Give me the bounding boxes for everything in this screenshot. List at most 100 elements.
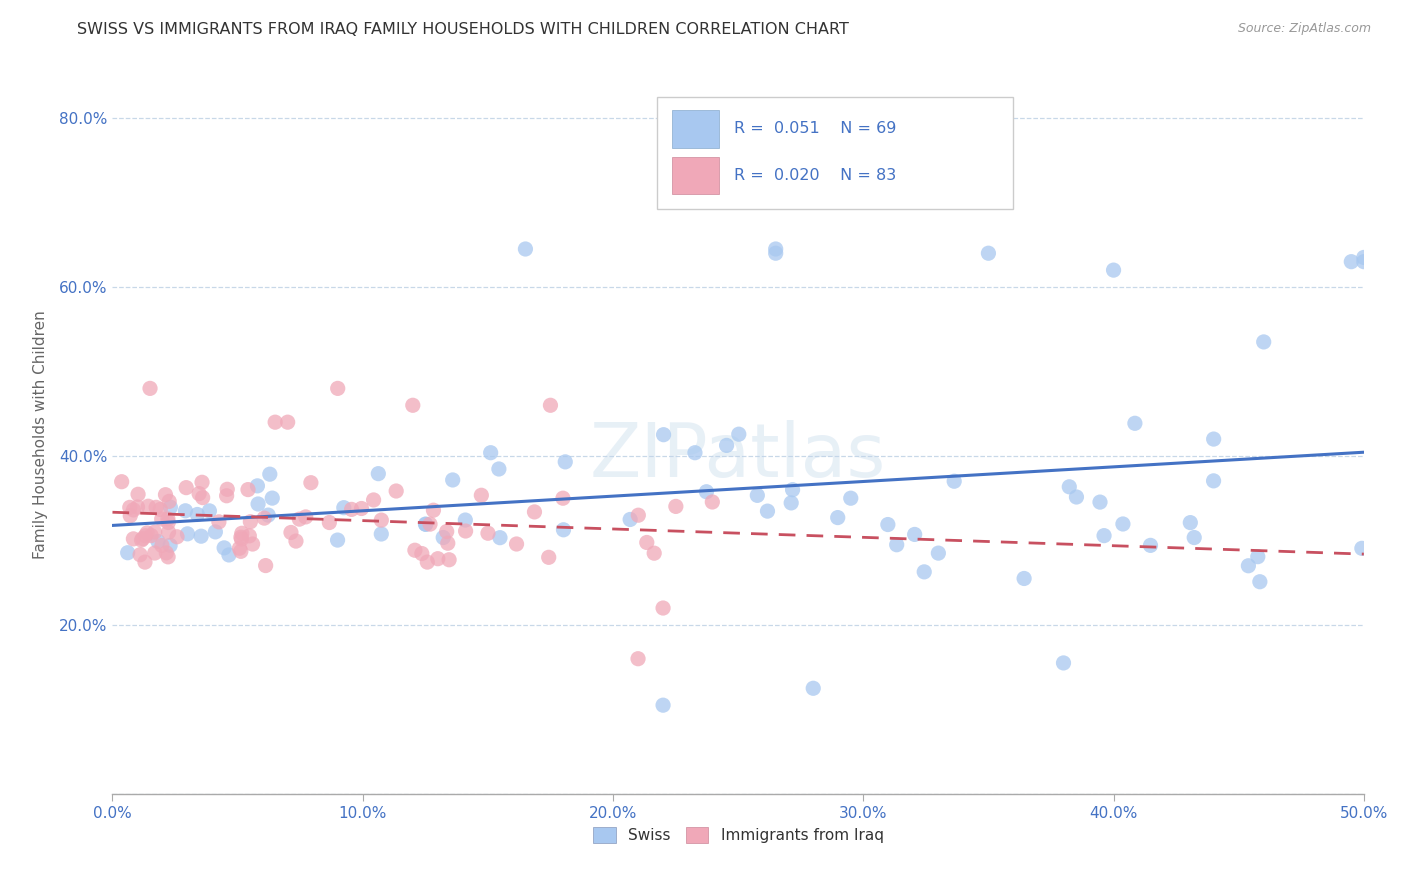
- Point: [340, 502, 363, 516]
- Point: [1092, 528, 1115, 542]
- Point: [1202, 432, 1225, 446]
- Point: [727, 427, 749, 442]
- Point: [262, 491, 284, 505]
- Point: [437, 553, 460, 567]
- Point: [122, 532, 145, 546]
- Point: [747, 488, 769, 502]
- Point: [253, 511, 276, 525]
- Point: [1182, 531, 1205, 545]
- Point: [350, 501, 373, 516]
- Point: [285, 534, 308, 549]
- Point: [436, 536, 458, 550]
- Point: [876, 517, 898, 532]
- Point: [839, 491, 862, 506]
- Point: [208, 515, 231, 529]
- Point: [238, 529, 260, 543]
- Point: [191, 475, 214, 490]
- Point: [1249, 574, 1271, 589]
- Point: [1139, 538, 1161, 552]
- Point: [239, 515, 262, 529]
- Point: [155, 488, 177, 502]
- Point: [333, 500, 356, 515]
- Point: [217, 483, 239, 497]
- FancyBboxPatch shape: [672, 157, 720, 194]
- Point: [174, 481, 197, 495]
- Point: [827, 510, 849, 524]
- Point: [489, 531, 512, 545]
- Point: [1012, 572, 1035, 586]
- FancyBboxPatch shape: [657, 97, 1014, 209]
- Point: [150, 512, 173, 526]
- Point: [299, 475, 322, 490]
- Point: [150, 538, 173, 552]
- Point: [131, 533, 153, 547]
- Point: [505, 537, 527, 551]
- Point: [488, 462, 510, 476]
- Point: [1059, 480, 1081, 494]
- Point: [242, 537, 264, 551]
- Point: [523, 505, 546, 519]
- Point: [129, 548, 152, 562]
- Point: [146, 534, 169, 549]
- Point: [157, 549, 180, 564]
- Point: [326, 381, 349, 395]
- Point: [765, 242, 787, 256]
- Point: [1247, 549, 1270, 564]
- Point: [756, 504, 779, 518]
- Point: [370, 527, 392, 541]
- Point: [156, 512, 179, 526]
- Point: [695, 484, 717, 499]
- Point: [280, 525, 302, 540]
- Point: [120, 508, 142, 523]
- Point: [411, 547, 433, 561]
- Point: [627, 508, 650, 523]
- Point: [1123, 417, 1146, 431]
- Point: [143, 525, 166, 540]
- Y-axis label: Family Households with Children: Family Households with Children: [32, 310, 48, 559]
- Point: [318, 516, 340, 530]
- Point: [198, 504, 221, 518]
- Point: [553, 523, 575, 537]
- Point: [186, 508, 208, 522]
- Point: [157, 516, 180, 530]
- Point: [912, 565, 935, 579]
- Point: [259, 467, 281, 482]
- Point: [229, 544, 252, 558]
- Point: [652, 698, 675, 713]
- Point: [977, 246, 1000, 260]
- Point: [143, 546, 166, 560]
- Point: [326, 533, 349, 547]
- Point: [415, 517, 437, 532]
- Point: [117, 546, 139, 560]
- Point: [134, 555, 156, 569]
- Point: [212, 541, 235, 555]
- Point: [139, 381, 162, 395]
- Point: [134, 529, 156, 543]
- Point: [247, 497, 270, 511]
- Legend: Swiss, Immigrants from Iraq: Swiss, Immigrants from Iraq: [585, 820, 891, 851]
- Point: [264, 415, 287, 429]
- Point: [716, 438, 738, 452]
- Point: [277, 415, 299, 429]
- Point: [1351, 541, 1374, 556]
- Point: [477, 526, 499, 541]
- Point: [127, 500, 149, 514]
- Point: [1237, 558, 1260, 573]
- Point: [538, 398, 561, 412]
- Point: [288, 512, 311, 526]
- Point: [927, 546, 949, 560]
- Point: [159, 538, 181, 552]
- Point: [537, 550, 560, 565]
- Point: [136, 525, 159, 540]
- Point: [188, 486, 211, 500]
- Point: [367, 467, 389, 481]
- Point: [643, 546, 665, 560]
- Point: [157, 494, 180, 508]
- Point: [1202, 474, 1225, 488]
- Point: [636, 535, 658, 549]
- Point: [1088, 495, 1111, 509]
- Point: [1340, 254, 1362, 268]
- Point: [415, 517, 437, 532]
- Point: [218, 548, 240, 562]
- Point: [479, 446, 502, 460]
